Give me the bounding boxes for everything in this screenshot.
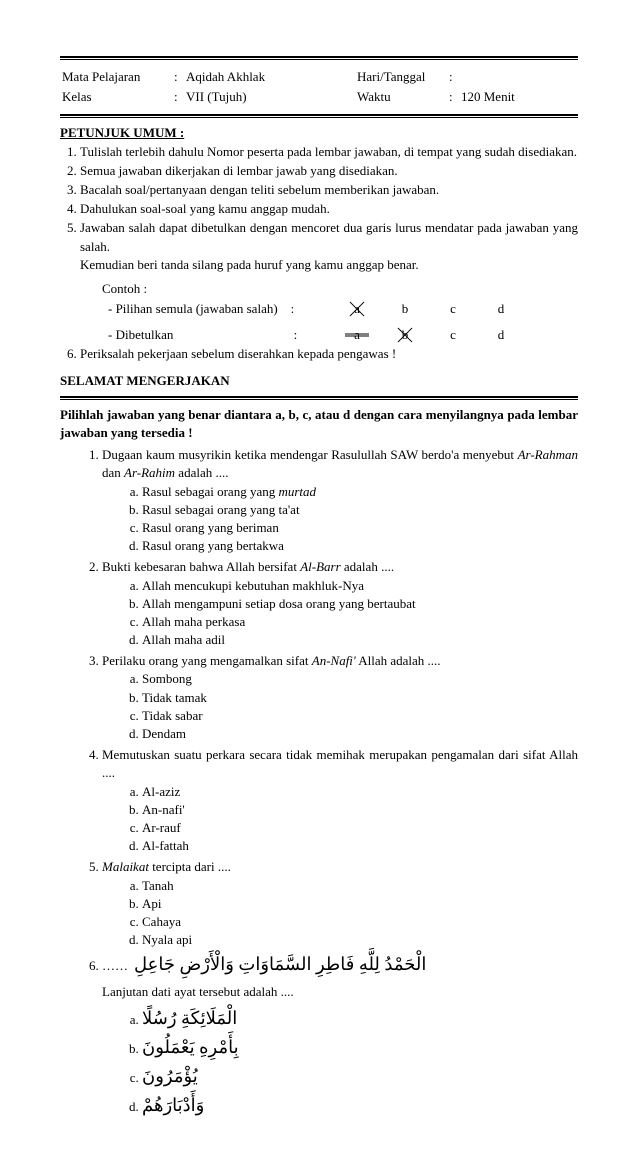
q3-it: An-Nafi' xyxy=(312,653,356,668)
q6-arabic: الْحَمْدُ لِلَّهِ فَاطِرِ السَّمَاوَاتِ … xyxy=(134,952,426,977)
question-6: …… الْحَمْدُ لِلَّهِ فَاطِرِ السَّمَاوَا… xyxy=(102,952,578,1118)
opt-a-doublestrike: a xyxy=(348,326,366,344)
header-table: Mata Pelajaran : Aqidah Akhlak Hari/Tang… xyxy=(60,66,578,108)
date-value xyxy=(461,68,576,86)
q5-a: Tanah xyxy=(142,877,578,895)
class-value: VII (Tujuh) xyxy=(186,88,355,106)
top-rule xyxy=(60,56,578,60)
subject-label: Mata Pelajaran xyxy=(62,68,172,86)
question-1: Dugaan kaum musyrikin ketika mendengar R… xyxy=(102,446,578,555)
colon: : xyxy=(449,68,459,86)
q5-b: Api xyxy=(142,895,578,913)
q4-b: An-nafi' xyxy=(142,801,578,819)
dibetulkan-label: - Dibetulkan : xyxy=(108,326,318,344)
q1-c: Rasul orang yang beriman xyxy=(142,519,578,537)
petunjuk-item: Semua jawaban dikerjakan di lembar jawab… xyxy=(80,162,578,180)
opt-c: c xyxy=(444,326,462,344)
q5-c: Cahaya xyxy=(142,913,578,931)
opt-c: c xyxy=(444,300,462,318)
q1-mid: dan xyxy=(102,465,124,480)
question-5: Malaikat tercipta dari .... Tanah Api Ca… xyxy=(102,858,578,949)
q2-options: Allah mencukupi kebutuhan makhluk-Nya Al… xyxy=(142,577,578,650)
petunjuk-item: Bacalah soal/pertanyaan dengan teliti se… xyxy=(80,181,578,199)
q3-post: Allah adalah .... xyxy=(356,653,441,668)
opt-a-crossed: a xyxy=(348,300,366,318)
q3-options: Sombong Tidak tamak Tidak sabar Dendam xyxy=(142,670,578,743)
question-3: Perilaku orang yang mengamalkan sifat An… xyxy=(102,652,578,743)
opt-d: d xyxy=(492,300,510,318)
header-rule xyxy=(60,114,578,118)
q2-post: adalah .... xyxy=(341,559,394,574)
q3-c: Tidak sabar xyxy=(142,707,578,725)
petunjuk-item: Periksalah pekerjaan sebelum diserahkan … xyxy=(80,345,578,363)
q1-post: adalah .... xyxy=(175,465,228,480)
q2-b: Allah mengampuni setiap dosa orang yang … xyxy=(142,595,578,613)
q4-a: Al-aziz xyxy=(142,783,578,801)
contoh-label: Contoh : xyxy=(102,281,147,296)
petunjuk-item: Jawaban salah dapat dibetulkan dengan me… xyxy=(80,219,578,344)
q6-tail: Lanjutan dati ayat tersebut adalah .... xyxy=(102,983,294,1001)
q6-dots: …… xyxy=(102,957,128,975)
class-label: Kelas xyxy=(62,88,172,106)
question-2: Bukti kebesaran bahwa Allah bersifat Al-… xyxy=(102,558,578,649)
q1-it1: Ar-Rahman xyxy=(518,447,578,462)
q2-stem: Bukti kebesaran bahwa Allah bersifat xyxy=(102,559,300,574)
q5-d: Nyala api xyxy=(142,931,578,949)
question-list: Dugaan kaum musyrikin ketika mendengar R… xyxy=(102,446,578,1118)
subject-value: Aqidah Akhlak xyxy=(186,68,355,86)
q2-d: Allah maha adil xyxy=(142,631,578,649)
petunjuk-list: Tulislah terlebih dahulu Nomor peserta p… xyxy=(80,143,578,364)
q6-b: بِأَمْرِهِ يَعْمَلُونَ xyxy=(142,1035,578,1060)
petunjuk-item: Dahulukan soal-soal yang kamu anggap mud… xyxy=(80,200,578,218)
time-value: 120 Menit xyxy=(461,88,576,106)
q3-stem: Perilaku orang yang mengamalkan sifat xyxy=(102,653,312,668)
petunjuk-subnote: Kemudian beri tanda silang pada huruf ya… xyxy=(80,257,419,272)
q4-options: Al-aziz An-nafi' Ar-rauf Al-fattah xyxy=(142,783,578,856)
date-label: Hari/Tanggal xyxy=(357,68,447,86)
mid-rule xyxy=(60,396,578,400)
q4-d: Al-fattah xyxy=(142,837,578,855)
petunjuk-item: Tulislah terlebih dahulu Nomor peserta p… xyxy=(80,143,578,161)
q1-options: Rasul sebagai orang yang murtad Rasul se… xyxy=(142,483,578,556)
q3-d: Dendam xyxy=(142,725,578,743)
q6-options: الْمَلَائِكَةِ رُسُلًا بِأَمْرِهِ يَعْمَ… xyxy=(142,1006,578,1119)
petunjuk-title: PETUNJUK UMUM : xyxy=(60,124,578,142)
q1-it2: Ar-Rahim xyxy=(124,465,175,480)
pilihan-semula-label: - Pilihan semula (jawaban salah) : xyxy=(108,300,318,318)
q6-a: الْمَلَائِكَةِ رُسُلًا xyxy=(142,1006,578,1031)
petunjuk-text: Jawaban salah dapat dibetulkan dengan me… xyxy=(80,220,578,253)
q6-c: يُؤْمَرُونَ xyxy=(142,1064,578,1089)
q4-stem: Memutuskan suatu perkara secara tidak me… xyxy=(102,747,578,780)
q2-it: Al-Barr xyxy=(300,559,340,574)
q1-b: Rasul sebagai orang yang ta'at xyxy=(142,501,578,519)
question-4: Memutuskan suatu perkara secara tidak me… xyxy=(102,746,578,855)
q4-c: Ar-rauf xyxy=(142,819,578,837)
q1-d: Rasul orang yang bertakwa xyxy=(142,537,578,555)
q3-a: Sombong xyxy=(142,670,578,688)
opt-b-crossed: b xyxy=(396,326,414,344)
time-label: Waktu xyxy=(357,88,447,106)
q6-d: وَأَدْبَارَهُمْ xyxy=(142,1093,578,1118)
q2-a: Allah mencukupi kebutuhan makhluk-Nya xyxy=(142,577,578,595)
opt-d: d xyxy=(492,326,510,344)
q5-it: Malaikat xyxy=(102,859,149,874)
opt-b: b xyxy=(396,300,414,318)
contoh-block: Contoh : - Pilihan semula (jawaban salah… xyxy=(102,280,578,345)
colon: : xyxy=(174,88,184,106)
q2-c: Allah maha perkasa xyxy=(142,613,578,631)
q5-post: tercipta dari .... xyxy=(149,859,231,874)
colon: : xyxy=(174,68,184,86)
q1-a: Rasul sebagai orang yang murtad xyxy=(142,483,578,501)
q3-b: Tidak tamak xyxy=(142,689,578,707)
instruction-text: Pilihlah jawaban yang benar diantara a, … xyxy=(60,406,578,442)
colon: : xyxy=(449,88,459,106)
q5-options: Tanah Api Cahaya Nyala api xyxy=(142,877,578,950)
selamat-text: SELAMAT MENGERJAKAN xyxy=(60,372,578,390)
q1-stem: Dugaan kaum musyrikin ketika mendengar R… xyxy=(102,447,518,462)
